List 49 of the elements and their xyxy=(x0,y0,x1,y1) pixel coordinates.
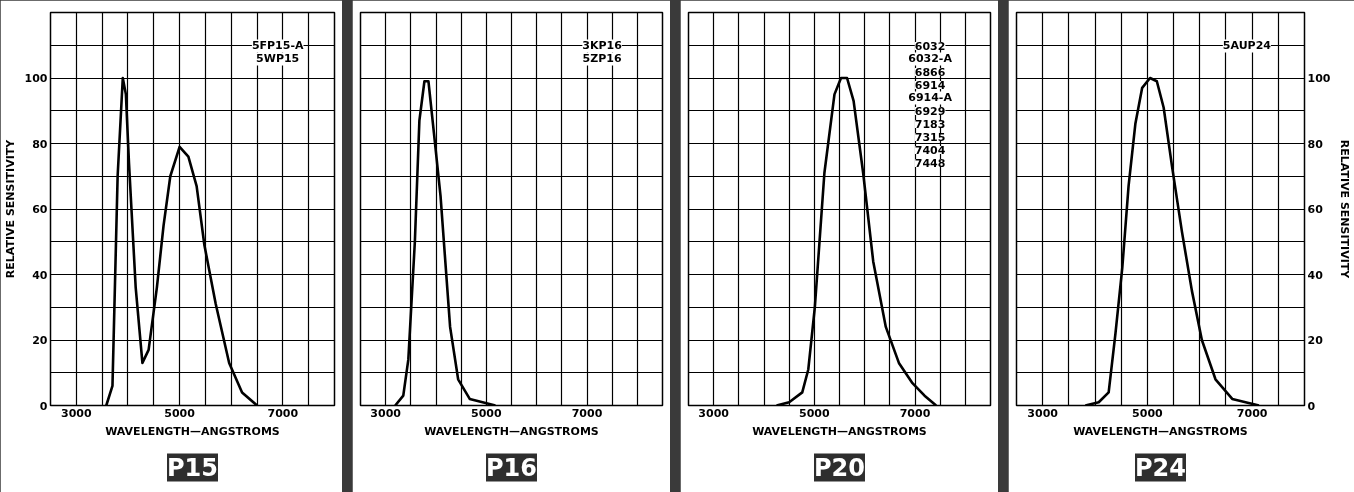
x-tick-label: 5000 xyxy=(1132,406,1164,420)
x-axis-title: WAVELENGTH—ANGSTROMS xyxy=(752,424,927,438)
annotation: 5ZP16 xyxy=(582,52,622,66)
y-tick-label: 80 xyxy=(32,137,48,151)
y-tick-label: 60 xyxy=(32,203,48,216)
x-tick-label: 3000 xyxy=(370,406,402,420)
text: P20 xyxy=(814,453,866,482)
annotation: 5AUP24 xyxy=(1222,39,1272,53)
y-tick-label: 0 xyxy=(39,399,48,413)
x-tick-label: 7000 xyxy=(267,406,299,420)
y-tick-label: 40 xyxy=(32,268,48,282)
annotation: 6032-A xyxy=(908,52,953,66)
annotation: 7448 xyxy=(914,156,946,170)
x-tick-label: 5000 xyxy=(164,406,196,420)
x-tick-label: 7000 xyxy=(899,406,931,420)
x-tick-label: 7000 xyxy=(571,406,603,420)
y2-tick-label: 100 xyxy=(1307,72,1331,85)
y-tick-label: 100 xyxy=(24,72,48,85)
x-tick-label: 3000 xyxy=(698,406,730,420)
text: P24 xyxy=(1135,453,1187,482)
x-axis-title: WAVELENGTH—ANGSTROMS xyxy=(105,424,280,438)
x-axis-title: WAVELENGTH—ANGSTROMS xyxy=(424,424,599,438)
annotation: 6032 xyxy=(914,39,946,53)
annotation: 7404 xyxy=(914,143,946,157)
x-tick-label: 5000 xyxy=(471,406,502,420)
y2-tick-label: 20 xyxy=(1307,334,1324,347)
y2-tick-label: 80 xyxy=(1307,137,1324,151)
text: P16 xyxy=(486,453,538,482)
annotation: 7183 xyxy=(914,117,946,131)
y-tick-label: 20 xyxy=(32,334,48,347)
x-tick-label: 5000 xyxy=(799,406,830,420)
y-axis-title: RELATIVE SENSITIVITY xyxy=(3,138,17,279)
x-axis-title: WAVELENGTH—ANGSTROMS xyxy=(1073,424,1248,438)
y2-tick-label: 0 xyxy=(1307,399,1316,413)
annotation: 3KP16 xyxy=(582,39,623,53)
annotation: 5FP15-A xyxy=(251,39,304,53)
y2-axis-title: RELATIVE SENSITIVITY xyxy=(1338,139,1352,280)
annotation: 6914-A xyxy=(908,91,953,105)
annotation: 5WP15 xyxy=(256,52,300,66)
x-tick-label: 7000 xyxy=(1236,406,1268,420)
y2-tick-label: 60 xyxy=(1307,203,1324,216)
y2-tick-label: 40 xyxy=(1307,268,1324,282)
x-tick-label: 3000 xyxy=(61,406,92,420)
annotation: 6866 xyxy=(914,65,946,79)
annotation: 7315 xyxy=(914,130,946,144)
x-tick-label: 3000 xyxy=(1027,406,1059,420)
annotation: 6914 xyxy=(914,78,946,92)
text: P15 xyxy=(167,453,219,482)
annotation: 6929 xyxy=(914,104,946,118)
